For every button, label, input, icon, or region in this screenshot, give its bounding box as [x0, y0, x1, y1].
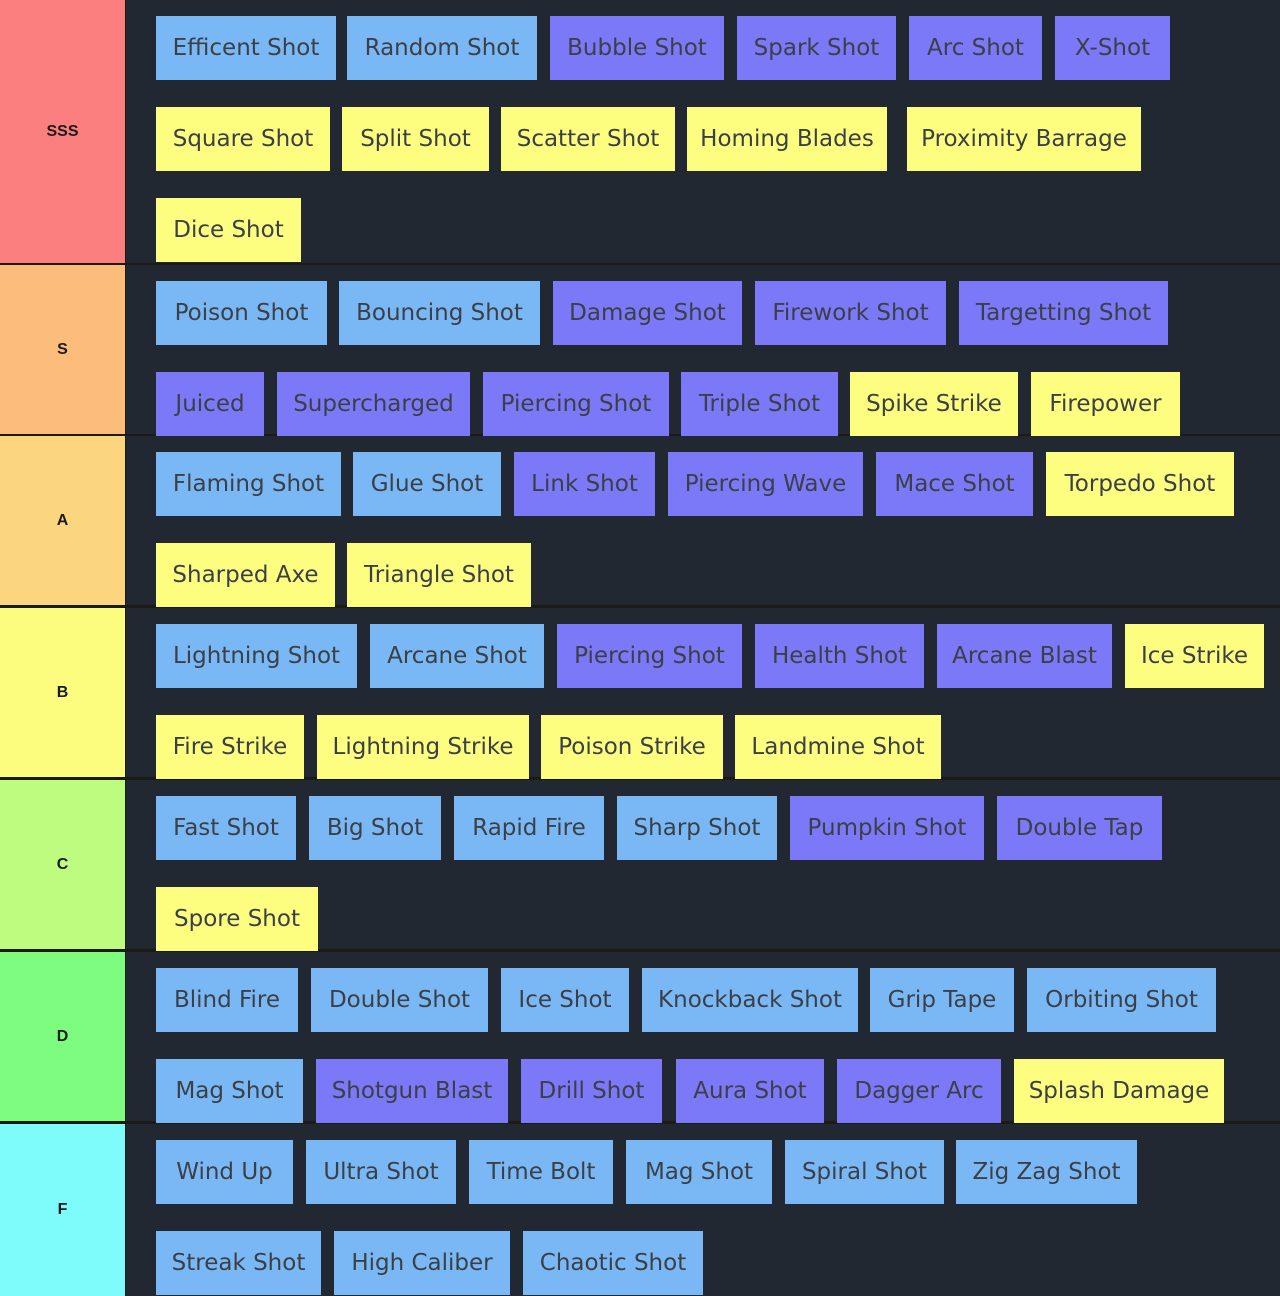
tier-item[interactable]: Grip Tape	[870, 968, 1014, 1032]
tier-item[interactable]: Square Shot	[156, 107, 330, 171]
tier-item[interactable]: Aura Shot	[676, 1059, 824, 1123]
tier-item[interactable]: Piercing Shot	[557, 624, 742, 688]
tier-row-s: S Poison Shot Bouncing Shot Damage Shot Fire…	[0, 265, 1280, 436]
tier-item[interactable]: Triple Shot	[681, 372, 838, 436]
tier-item[interactable]: Pumpkin Shot	[790, 796, 984, 860]
tier-label[interactable]: S	[0, 265, 125, 434]
tier-row-c: C Fast Shot Big Shot Rapid Fire Sharp Shot Pu…	[0, 780, 1280, 951]
tier-items-area: Poison Shot Bouncing Shot Damage Shot Firew…	[126, 265, 1280, 436]
tier-label[interactable]: SSS	[0, 0, 125, 263]
tier-item[interactable]: Arcane Shot	[370, 624, 544, 688]
tier-item[interactable]: Firework Shot	[755, 281, 946, 345]
tier-row-a: A Flaming Shot Glue Shot Link Shot Piercing …	[0, 436, 1280, 607]
tier-item[interactable]: Spike Strike	[850, 372, 1018, 436]
tier-item[interactable]: Juiced	[156, 372, 264, 436]
tier-item[interactable]: Random Shot	[347, 16, 537, 80]
tier-items-area: Wind Up Ultra Shot Time Bolt Mag Shot Spiral…	[126, 1124, 1280, 1296]
tier-item[interactable]: Health Shot	[755, 624, 924, 688]
tier-item[interactable]: High Caliber	[334, 1231, 510, 1295]
tier-item[interactable]: Dagger Arc	[837, 1059, 1001, 1123]
tier-item[interactable]: Shotgun Blast	[316, 1059, 508, 1123]
tier-item[interactable]: Supercharged	[277, 372, 470, 436]
tier-label[interactable]: B	[0, 608, 125, 777]
tier-item[interactable]: Zig Zag Shot	[956, 1140, 1137, 1204]
tier-item[interactable]: Piercing Wave	[668, 452, 863, 516]
tier-label[interactable]: C	[0, 780, 125, 949]
tier-item[interactable]: Efficent Shot	[156, 16, 336, 80]
tier-item[interactable]: Link Shot	[514, 452, 655, 516]
tier-item[interactable]: Scatter Shot	[501, 107, 675, 171]
tier-item[interactable]: Bubble Shot	[550, 16, 724, 80]
tier-item[interactable]: Poison Shot	[156, 281, 327, 345]
tier-item[interactable]: Spore Shot	[156, 887, 318, 951]
tier-item[interactable]: Piercing Shot	[483, 372, 669, 436]
tier-item[interactable]: Mag Shot	[626, 1140, 772, 1204]
tier-items-area: Blind Fire Double Shot Ice Shot Knockback S…	[126, 952, 1280, 1123]
tier-item[interactable]: Targetting Shot	[959, 281, 1168, 345]
tier-item[interactable]: Ice Shot	[501, 968, 629, 1032]
tier-item[interactable]: Streak Shot	[156, 1231, 321, 1295]
tier-item[interactable]: Fire Strike	[156, 715, 304, 779]
tier-items-area: Lightning Shot Arcane Shot Piercing Shot He…	[126, 608, 1280, 779]
tier-item[interactable]: Proximity Barrage	[907, 107, 1141, 171]
tier-row-b: B Lightning Shot Arcane Shot Piercing Shot H…	[0, 608, 1280, 779]
tier-item[interactable]: Lightning Shot	[156, 624, 357, 688]
tier-item[interactable]: Sharped Axe	[156, 543, 335, 607]
tier-item[interactable]: Mag Shot	[156, 1059, 303, 1123]
tier-item[interactable]: Homing Blades	[687, 107, 887, 171]
tier-items-area: Fast Shot Big Shot Rapid Fire Sharp Shot Pum…	[126, 780, 1280, 951]
tier-item[interactable]: Flaming Shot	[156, 452, 341, 516]
tier-row-f: F Wind Up Ultra Shot Time Bolt Mag Shot Spira…	[0, 1124, 1280, 1296]
tier-item[interactable]: Damage Shot	[553, 281, 742, 345]
tier-item[interactable]: Split Shot	[342, 107, 489, 171]
tier-row-sss: SSS Efficent Shot Random Shot Bubble Shot Sp…	[0, 0, 1280, 263]
tier-row-d: D Blind Fire Double Shot Ice Shot Knockback …	[0, 952, 1280, 1123]
tier-item[interactable]: Spark Shot	[737, 16, 896, 80]
tier-item[interactable]: Spiral Shot	[785, 1140, 944, 1204]
tier-item[interactable]: Arc Shot	[909, 16, 1042, 80]
tier-item[interactable]: Splash Damage	[1014, 1059, 1224, 1123]
tier-item[interactable]: Orbiting Shot	[1027, 968, 1216, 1032]
tier-items-area: Efficent Shot Random Shot Bubble Shot Spark…	[126, 0, 1280, 263]
tier-item[interactable]: Triangle Shot	[347, 543, 531, 607]
tier-label[interactable]: D	[0, 952, 125, 1121]
tier-item[interactable]: Ice Strike	[1125, 624, 1264, 688]
tier-item[interactable]: Glue Shot	[353, 452, 501, 516]
tier-item[interactable]: Double Tap	[997, 796, 1162, 860]
tier-items-area: Flaming Shot Glue Shot Link Shot Piercing W…	[126, 436, 1280, 607]
tier-item[interactable]: Arcane Blast	[937, 624, 1112, 688]
tier-item[interactable]: Bouncing Shot	[339, 281, 540, 345]
tier-item[interactable]: Poison Strike	[541, 715, 723, 779]
tier-label[interactable]: A	[0, 436, 125, 605]
tier-item[interactable]: Blind Fire	[156, 968, 298, 1032]
tier-item[interactable]: Time Bolt	[469, 1140, 613, 1204]
tier-item[interactable]: Sharp Shot	[617, 796, 777, 860]
tier-item[interactable]: Firepower	[1031, 372, 1180, 436]
tier-item[interactable]: Wind Up	[156, 1140, 293, 1204]
tier-item[interactable]: Landmine Shot	[735, 715, 941, 779]
tier-item[interactable]: Knockback Shot	[642, 968, 858, 1032]
tier-item[interactable]: Drill Shot	[521, 1059, 662, 1123]
tier-item[interactable]: Double Shot	[311, 968, 488, 1032]
tier-item[interactable]: X-Shot	[1055, 16, 1170, 80]
tier-item[interactable]: Mace Shot	[876, 452, 1033, 516]
tier-item[interactable]: Ultra Shot	[306, 1140, 456, 1204]
tier-item[interactable]: Big Shot	[309, 796, 441, 860]
tier-item[interactable]: Dice Shot	[156, 198, 301, 262]
tier-item[interactable]: Rapid Fire	[454, 796, 604, 860]
tier-item[interactable]: Chaotic Shot	[523, 1231, 703, 1295]
tier-label[interactable]: F	[0, 1124, 125, 1296]
tier-item[interactable]: Torpedo Shot	[1046, 452, 1234, 516]
tier-item[interactable]: Lightning Strike	[317, 715, 529, 779]
tier-item[interactable]: Fast Shot	[156, 796, 296, 860]
